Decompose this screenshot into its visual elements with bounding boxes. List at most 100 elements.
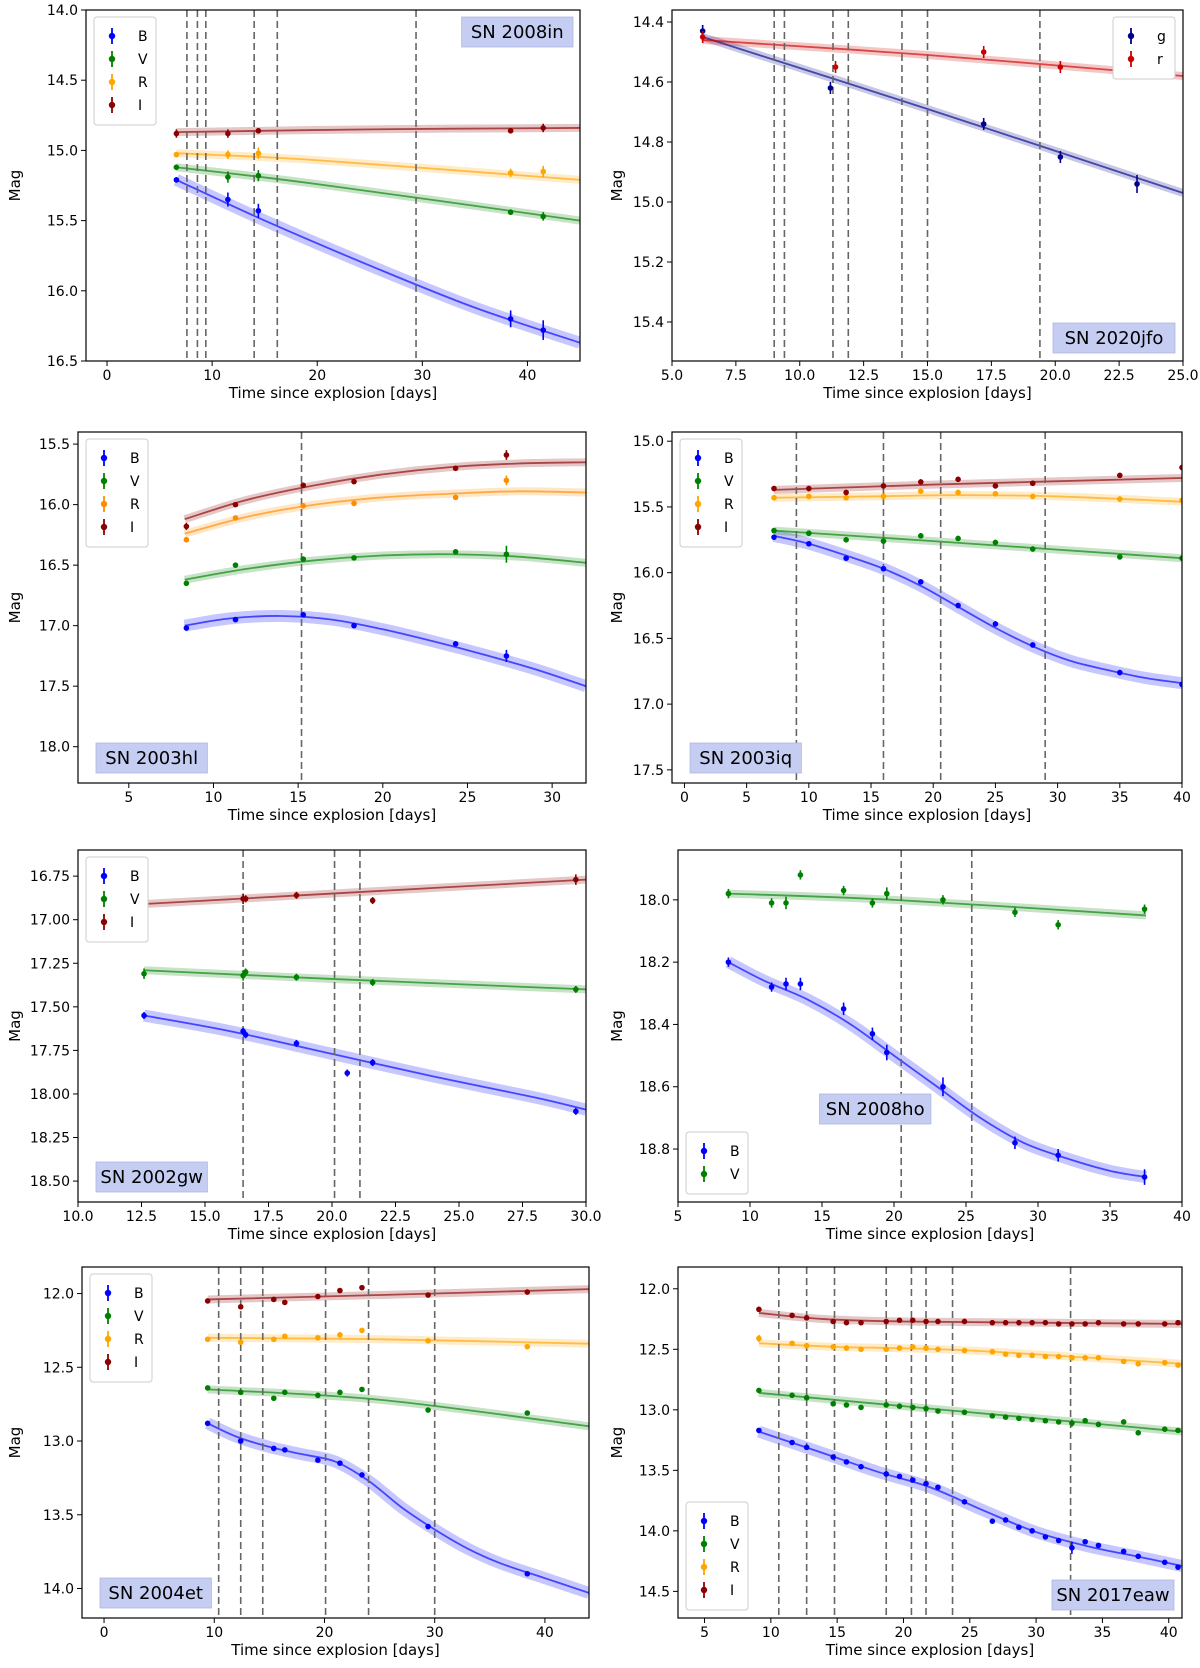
data-point-B [830,1454,836,1460]
data-point-B [883,1471,890,1477]
data-point-R [173,151,180,158]
data-point-B [768,984,775,990]
data-point-V [830,1400,836,1407]
data-point-R [1069,1354,1075,1361]
y-tick-label: 18.0 [39,740,70,756]
data-point-B [425,1523,431,1530]
data-point-V [989,1413,996,1419]
x-tick-label: 25.0 [1167,368,1198,384]
data-point-B [524,1570,531,1577]
data-point-V [1095,1421,1102,1428]
data-point-B [1117,669,1123,676]
data-point-I [909,1317,916,1324]
panel-sn-2008in: 0 10 20 30 40 14.0 14.5 15.0 15.5 16.0 16.5 Time si… [6,3,581,402]
data-point-R [756,1335,762,1342]
data-point-B [242,1031,249,1038]
data-point-R [232,515,239,521]
legend-box [679,438,743,548]
x-tick-label: 30 [426,1625,444,1641]
fit-line-B [184,615,586,688]
x-axis-label: Time since explosion [days] [227,1225,436,1243]
data-point-V [452,549,459,555]
data-point-V [1161,1426,1168,1432]
x-tick-label: 40 [1160,1625,1178,1641]
y-tick-label: 17.5 [39,679,70,695]
data-point-R [858,1346,864,1353]
y-tick-label: 17.5 [633,763,664,779]
data-point-R [204,1336,211,1343]
data-point-V [843,536,849,543]
data-point-V [883,1402,890,1408]
x-axis-label: Time since explosion [days] [228,384,437,402]
data-point-I [183,523,190,530]
data-point-R [771,494,777,501]
data-point-R [955,489,961,496]
x-tick-label: 22.5 [380,1209,411,1225]
legend-marker-dot [1127,32,1135,40]
data-point-R [992,490,999,497]
data-point-r [980,49,987,55]
legend: gr [1112,16,1176,80]
data-point-V [909,1404,916,1411]
plot-area [173,10,580,361]
y-axis-label: Mag [6,170,24,202]
data-point-I [1161,1321,1168,1327]
data-point-R [806,493,812,500]
data-point-V [806,530,812,537]
x-tick-label: 35 [1111,790,1129,806]
y-axis-label: Mag [608,592,626,624]
legend-marker-dot [700,1586,708,1594]
data-point-I [540,125,547,131]
data-point-B [141,1012,147,1019]
data-point-I [917,479,924,485]
legend-marker-dot [694,500,702,508]
x-tick-label: 25 [961,1625,979,1641]
panel-sn-2002gw: 10.0 12.5 15.0 17.5 20.0 22.5 25.0 27.5 30.0 16.7… [6,849,602,1243]
fit-band-B [756,1425,1182,1572]
data-point-R [300,503,307,509]
y-axis-label: Mag [6,1010,24,1042]
data-point-V [797,872,804,878]
y-tick-label: 18.25 [30,1131,70,1147]
legend-label: V [730,1167,740,1183]
data-point-R [282,1333,288,1340]
legend-label: B [730,1144,740,1160]
data-point-B [843,1459,850,1465]
legend: BVI [85,856,149,943]
y-tick-label: 15.4 [633,315,664,331]
data-point-I [961,1318,968,1325]
y-tick-label: 16.0 [39,498,70,514]
y-axis-label: Mag [608,170,626,202]
data-point-V [503,551,510,558]
panel-sn-2004et: 0 10 20 30 40 12.0 12.5 13.0 13.5 14.0 Time since … [6,1266,590,1659]
data-point-B [771,534,777,540]
data-point-V [1117,554,1123,560]
axes-frame [77,431,587,784]
data-point-B [359,1472,365,1478]
x-tick-label: 20 [895,1625,913,1641]
data-point-B [1055,1537,1062,1544]
data-point-I [503,452,510,458]
legend-label: V [130,474,140,490]
data-point-R [989,1348,996,1355]
fit-line-B [773,534,1182,684]
data-point-R [425,1337,431,1344]
x-tick-label: 27.5 [507,1209,538,1225]
legend-label: B [130,451,140,467]
data-point-B [337,1460,343,1466]
data-point-g [1057,154,1064,160]
data-point-R [909,1344,916,1350]
data-point-B [1012,1140,1018,1146]
fit-line-I [176,127,580,134]
fit-band-B [173,174,580,349]
data-point-R [540,168,547,175]
x-tick-label: 25.0 [443,1209,474,1225]
x-tick-label: 30 [1029,1209,1047,1225]
y-tick-label: 18.0 [639,893,670,909]
data-point-I [452,465,459,472]
legend-label: I [130,915,134,931]
sn-label-box [1052,322,1176,354]
x-tick-label: 7.5 [725,368,747,384]
legend: BV [685,1131,749,1195]
